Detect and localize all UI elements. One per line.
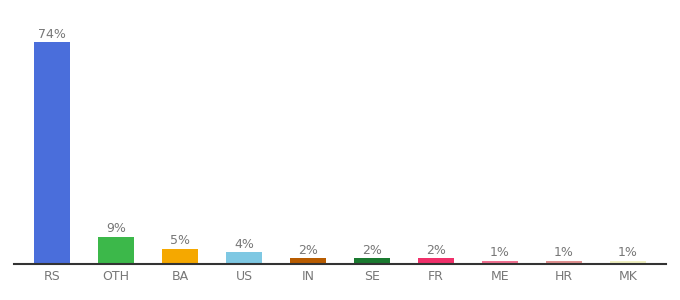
Bar: [354, 258, 390, 264]
Bar: [99, 237, 133, 264]
Text: 2%: 2%: [298, 244, 318, 256]
Text: 2%: 2%: [426, 244, 446, 256]
Text: 1%: 1%: [618, 247, 638, 260]
Text: 5%: 5%: [170, 235, 190, 248]
Bar: [418, 258, 454, 264]
Bar: [290, 258, 326, 264]
Text: 74%: 74%: [38, 28, 66, 40]
Bar: [611, 261, 645, 264]
Bar: [547, 261, 581, 264]
Text: 4%: 4%: [234, 238, 254, 250]
Bar: [163, 249, 198, 264]
Bar: [482, 261, 517, 264]
Bar: [226, 252, 262, 264]
Text: 2%: 2%: [362, 244, 382, 256]
Text: 1%: 1%: [490, 247, 510, 260]
Text: 9%: 9%: [106, 223, 126, 236]
Bar: [35, 42, 69, 264]
Text: 1%: 1%: [554, 247, 574, 260]
